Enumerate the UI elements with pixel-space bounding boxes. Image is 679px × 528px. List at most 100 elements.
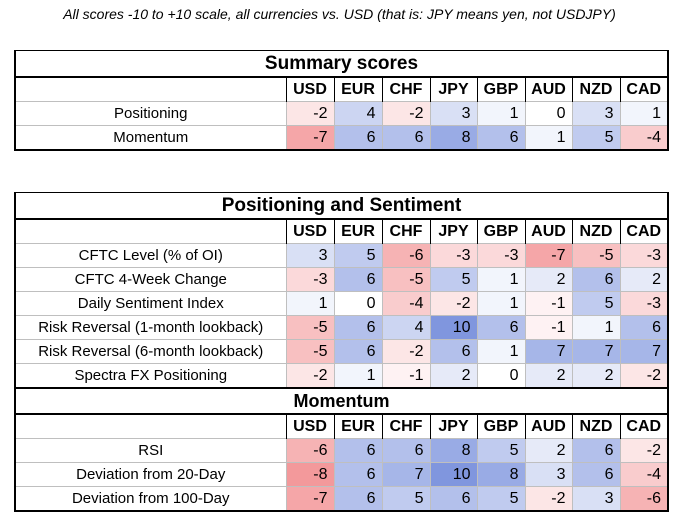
score-cell-usd: -2 [285, 363, 335, 389]
score-cell-eur: 6 [333, 438, 383, 463]
col-header-cad: CAD [619, 414, 668, 439]
score-cell-gbp: 0 [476, 363, 526, 389]
score-cell-usd: -2 [285, 101, 335, 126]
score-cell-aud: 0 [524, 101, 573, 126]
positioning-header-row: USD EUR CHF JPY GBP AUD NZD CAD [14, 219, 668, 244]
positioning-momentum-table: Positioning and Sentiment USD EUR CHF JP… [14, 192, 669, 512]
score-cell-jpy: 6 [429, 486, 478, 512]
score-cell-eur: 1 [333, 363, 383, 389]
col-header-eur: EUR [333, 219, 382, 244]
score-cell-usd: -7 [285, 486, 335, 512]
score-cell-nzd: 7 [571, 339, 621, 364]
row-label: Risk Reversal (6-month lookback) [14, 339, 286, 364]
row-label: RSI [14, 438, 286, 463]
col-header-jpy: JPY [429, 219, 477, 244]
score-cell-chf: 4 [381, 315, 431, 340]
col-header-nzd: NZD [571, 77, 620, 102]
col-header-jpy: JPY [429, 414, 477, 439]
col-header-chf: CHF [381, 414, 430, 439]
score-cell-usd: -3 [285, 267, 335, 292]
row-label: Spectra FX Positioning [14, 363, 286, 388]
score-cell-aud: 2 [524, 267, 573, 292]
score-cell-eur: 4 [333, 101, 383, 126]
table-row: Momentum -7 6 6 8 6 1 5 -4 [14, 125, 669, 151]
score-cell-chf: -1 [381, 363, 431, 389]
score-cell-aud: 2 [524, 438, 573, 463]
score-cell-cad: -2 [619, 438, 669, 463]
score-cell-gbp: 6 [476, 125, 526, 151]
score-cell-nzd: 5 [571, 291, 621, 316]
score-cell-eur: 5 [333, 243, 383, 268]
table-row: Daily Sentiment Index 1 0 -4 -2 1 -1 5 -3 [14, 291, 669, 316]
score-cell-cad: 7 [619, 339, 669, 364]
score-cell-cad: 6 [619, 315, 669, 340]
score-cell-gbp: 8 [476, 462, 526, 487]
score-cell-aud: -2 [524, 486, 573, 512]
row-label: Deviation from 100-Day [14, 486, 286, 511]
col-header-aud: AUD [524, 77, 572, 102]
col-header-cad: CAD [619, 77, 668, 102]
score-cell-jpy: 2 [429, 363, 478, 389]
score-cell-nzd: 6 [571, 462, 621, 487]
table-row: Positioning -2 4 -2 3 1 0 3 1 [14, 101, 669, 126]
score-cell-eur: 6 [333, 462, 383, 487]
score-cell-chf: 6 [381, 438, 431, 463]
score-cell-jpy: -2 [429, 291, 478, 316]
score-cell-usd: -7 [285, 125, 335, 151]
score-cell-usd: -5 [285, 339, 335, 364]
score-cell-chf: -6 [381, 243, 431, 268]
score-cell-cad: -4 [619, 462, 669, 487]
col-header-usd: USD [285, 414, 334, 439]
col-header-eur: EUR [333, 414, 382, 439]
score-cell-chf: -4 [381, 291, 431, 316]
table-row: RSI -6 6 6 8 5 2 6 -2 [14, 438, 669, 463]
score-cell-jpy: 10 [429, 462, 478, 487]
col-header-aud: AUD [524, 414, 572, 439]
score-cell-gbp: 1 [476, 291, 526, 316]
summary-title: Summary scores [14, 50, 669, 78]
score-cell-gbp: 6 [476, 315, 526, 340]
score-cell-eur: 6 [333, 315, 383, 340]
score-cell-eur: 6 [333, 339, 383, 364]
table-row: CFTC Level (% of OI) 3 5 -6 -3 -3 -7 -5 -3 [14, 243, 669, 268]
col-header-jpy: JPY [429, 77, 477, 102]
score-cell-cad: -4 [619, 125, 669, 151]
blank-header-cell [14, 414, 286, 439]
score-cell-usd: -5 [285, 315, 335, 340]
row-label: CFTC 4-Week Change [14, 267, 286, 292]
score-cell-eur: 6 [333, 125, 383, 151]
score-cell-usd: 1 [285, 291, 335, 316]
col-header-usd: USD [285, 77, 334, 102]
score-cell-gbp: 5 [476, 438, 526, 463]
summary-scores-table: Summary scores USD EUR CHF JPY GBP AUD N… [14, 50, 669, 151]
score-cell-nzd: -5 [571, 243, 621, 268]
score-cell-gbp: 1 [476, 267, 526, 292]
table-row: Deviation from 100-Day -7 6 5 6 5 -2 3 -6 [14, 486, 669, 512]
scale-note: All scores -10 to +10 scale, all currenc… [63, 6, 616, 22]
momentum-title: Momentum [15, 387, 668, 415]
score-cell-nzd: 1 [571, 315, 621, 340]
score-cell-jpy: 10 [429, 315, 478, 340]
score-cell-chf: 7 [381, 462, 431, 487]
score-cell-chf: -5 [381, 267, 431, 292]
score-cell-jpy: 6 [429, 339, 478, 364]
momentum-header-row: USD EUR CHF JPY GBP AUD NZD CAD [14, 414, 668, 439]
col-header-usd: USD [285, 219, 334, 244]
blank-header-cell [14, 77, 286, 102]
table-row: Spectra FX Positioning -2 1 -1 2 0 2 2 -2 [14, 363, 669, 389]
col-header-gbp: GBP [476, 77, 525, 102]
row-label: Momentum [14, 125, 286, 150]
row-label: Daily Sentiment Index [14, 291, 286, 316]
col-header-aud: AUD [524, 219, 572, 244]
table-row: Risk Reversal (1-month lookback) -5 6 4 10 6-… [14, 315, 669, 340]
col-header-nzd: NZD [571, 219, 620, 244]
blank-header-cell [14, 219, 286, 244]
score-cell-cad: -3 [619, 243, 669, 268]
score-cell-nzd: 6 [571, 438, 621, 463]
table-row: Risk Reversal (6-month lookback) -5 6 -2 6 1 7… [14, 339, 669, 364]
score-cell-cad: 2 [619, 267, 669, 292]
score-cell-jpy: -3 [429, 243, 478, 268]
score-cell-jpy: 8 [429, 125, 478, 151]
score-cell-chf: 6 [381, 125, 431, 151]
score-cell-gbp: 5 [476, 486, 526, 512]
